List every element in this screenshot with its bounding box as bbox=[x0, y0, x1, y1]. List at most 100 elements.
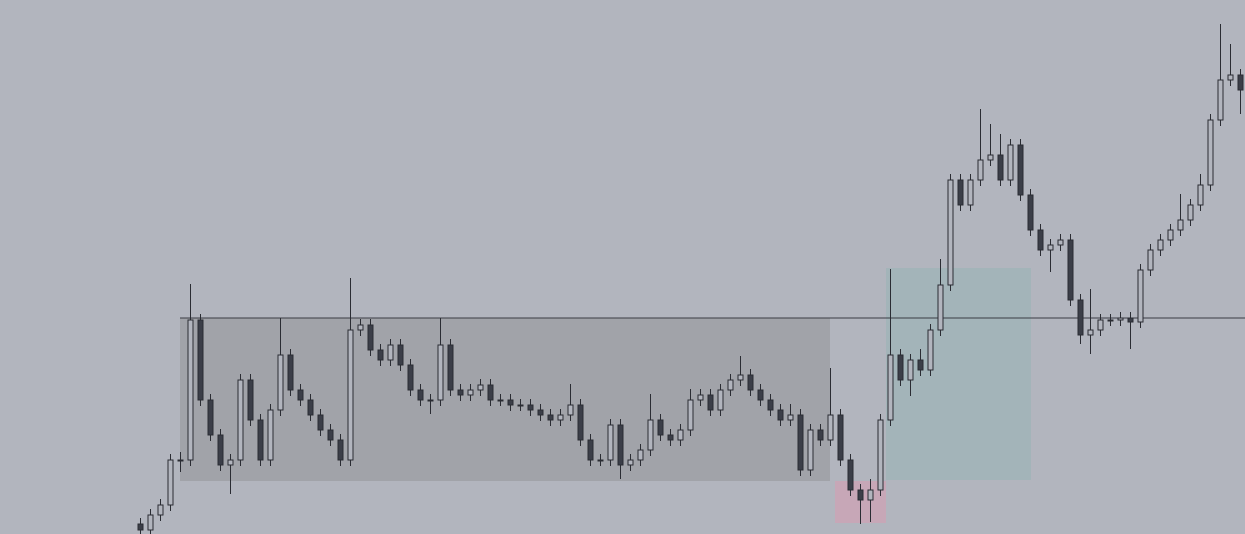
candle-body bbox=[387, 344, 394, 361]
candle-body bbox=[307, 399, 314, 416]
candle-body bbox=[637, 449, 644, 461]
candle-body bbox=[237, 379, 244, 461]
candle-body bbox=[377, 349, 384, 361]
candle-body bbox=[1087, 329, 1094, 336]
candle-body bbox=[397, 344, 404, 366]
candle-body bbox=[1077, 299, 1084, 336]
candle-body bbox=[867, 489, 874, 501]
candle-body bbox=[417, 389, 424, 401]
candle-body bbox=[667, 434, 674, 441]
candle-body bbox=[1117, 317, 1124, 321]
candle-body bbox=[717, 389, 724, 411]
candle-body bbox=[1217, 79, 1224, 121]
candle-body bbox=[607, 424, 614, 461]
candle-body bbox=[347, 329, 354, 461]
candle-body bbox=[1037, 229, 1044, 251]
candle-body bbox=[157, 504, 164, 516]
candle-body bbox=[1057, 239, 1064, 246]
candle-body bbox=[227, 459, 234, 466]
candle-body bbox=[577, 404, 584, 441]
candle-body bbox=[687, 399, 694, 431]
candle-body bbox=[167, 459, 174, 506]
candle-body bbox=[287, 354, 294, 391]
candle-body bbox=[1127, 317, 1134, 323]
candle-body bbox=[1107, 319, 1114, 322]
candle-body bbox=[137, 523, 144, 531]
candle-body bbox=[207, 399, 214, 436]
candle-body bbox=[1157, 239, 1164, 251]
candle-body bbox=[1027, 194, 1034, 231]
candle-body bbox=[927, 329, 934, 371]
candle-body bbox=[1187, 204, 1194, 221]
candle-body bbox=[197, 319, 204, 401]
candle-body bbox=[857, 489, 864, 501]
candle-body bbox=[807, 429, 814, 471]
candle-body bbox=[737, 374, 744, 381]
candle-body bbox=[1227, 74, 1234, 81]
candle-body bbox=[277, 354, 284, 411]
candle-body bbox=[337, 439, 344, 461]
candle-body bbox=[967, 179, 974, 206]
candle-body bbox=[247, 379, 254, 421]
candle-body bbox=[827, 414, 834, 441]
candle-body bbox=[727, 379, 734, 391]
candle-body bbox=[877, 419, 884, 491]
candle-body bbox=[257, 419, 264, 461]
candle-body bbox=[327, 429, 334, 441]
candle-body bbox=[847, 459, 854, 491]
candle-body bbox=[1007, 144, 1014, 181]
candle-body bbox=[657, 419, 664, 436]
candle-body bbox=[757, 389, 764, 401]
candle-body bbox=[1067, 239, 1074, 301]
candle-body bbox=[187, 319, 194, 461]
candle-body bbox=[537, 409, 544, 416]
candle-body bbox=[1047, 244, 1054, 251]
candle-body bbox=[707, 394, 714, 411]
candle-body bbox=[817, 429, 824, 441]
candle-body bbox=[837, 414, 844, 461]
candle-body bbox=[747, 374, 754, 391]
candle-body bbox=[587, 439, 594, 461]
candle-body bbox=[357, 324, 364, 331]
candle-body bbox=[797, 414, 804, 471]
candle-body bbox=[557, 414, 564, 421]
candle-body bbox=[787, 414, 794, 421]
candle-body bbox=[937, 284, 944, 331]
candle-body bbox=[1097, 319, 1104, 331]
candle-body bbox=[427, 399, 434, 402]
candle-body bbox=[517, 404, 524, 407]
candle-body bbox=[477, 384, 484, 391]
candle-body bbox=[457, 389, 464, 396]
candle-body bbox=[297, 389, 304, 401]
candle-body bbox=[267, 409, 274, 461]
candle-body bbox=[507, 399, 514, 406]
candle-body bbox=[957, 179, 964, 206]
candle-body bbox=[1167, 229, 1174, 241]
candle-body bbox=[917, 359, 924, 371]
candle-body bbox=[1137, 269, 1144, 323]
candle-body bbox=[1237, 74, 1244, 91]
candle-body bbox=[627, 459, 634, 466]
candle-body bbox=[997, 154, 1004, 181]
candle-body bbox=[977, 159, 984, 181]
candle-body bbox=[767, 399, 774, 411]
candle-body bbox=[1177, 219, 1184, 231]
candle-body bbox=[947, 179, 954, 286]
candle-body bbox=[487, 384, 494, 401]
candle-body bbox=[497, 399, 504, 402]
candle-body bbox=[907, 359, 914, 381]
candle-body bbox=[597, 459, 604, 462]
candle-body bbox=[317, 414, 324, 431]
candle-body bbox=[367, 324, 374, 351]
candle-body bbox=[467, 389, 474, 396]
candle-body bbox=[567, 404, 574, 416]
candle-body bbox=[447, 344, 454, 391]
candle-body bbox=[437, 344, 444, 401]
candle-body bbox=[697, 394, 704, 401]
candle-body bbox=[617, 424, 624, 466]
candle-body bbox=[177, 459, 184, 462]
candle-body bbox=[1017, 144, 1024, 196]
candle-body bbox=[547, 414, 554, 421]
